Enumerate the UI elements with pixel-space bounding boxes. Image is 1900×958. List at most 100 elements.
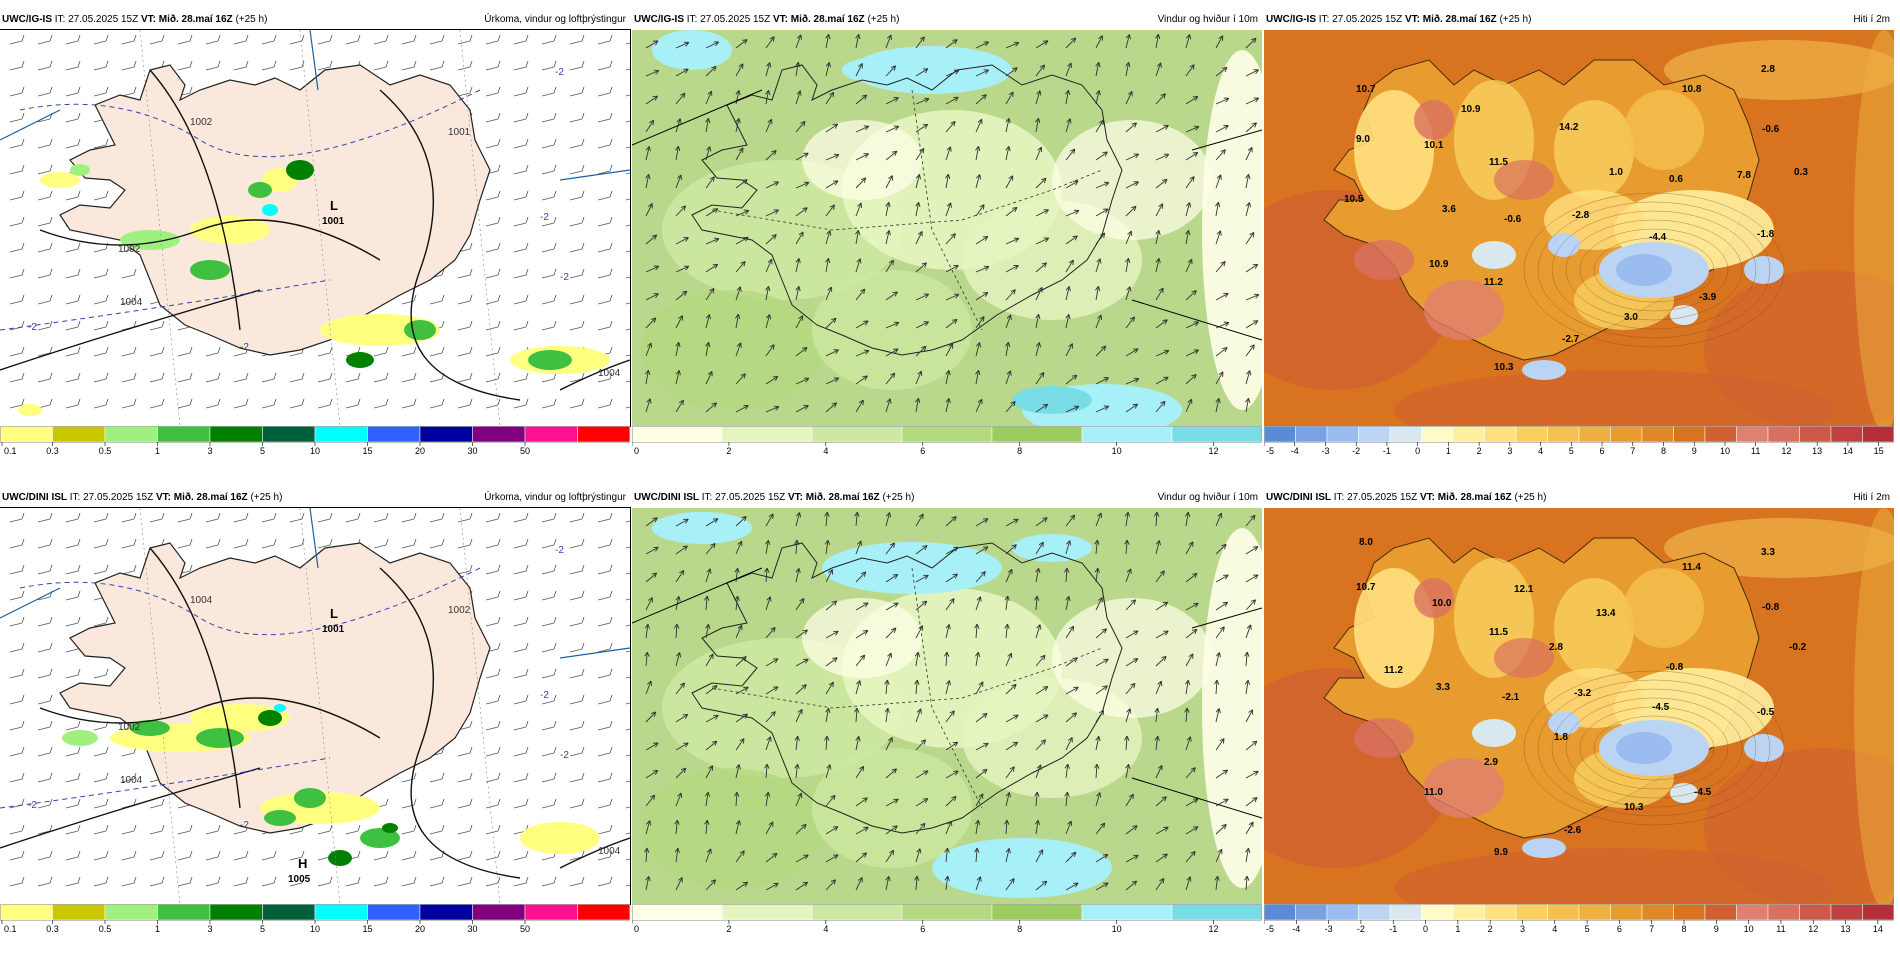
temperature-label: -0.8 [1666, 662, 1684, 673]
colorbar-tick-label: 5 [260, 924, 265, 934]
isobar-label: 1002 [190, 117, 213, 128]
colorbar-tick-label: 12 [1781, 446, 1791, 456]
colorbar-swatch [158, 426, 211, 442]
isobar-label: 1004 [598, 846, 621, 857]
isotherm-label: -2 [555, 67, 564, 78]
temperature-label: 13.4 [1596, 608, 1616, 619]
temperature-label: -1.8 [1757, 229, 1775, 240]
temperature-label: 3.6 [1442, 204, 1456, 215]
colorbar-tick-label: 14 [1843, 446, 1853, 456]
colorbar-tick-label: 50 [520, 924, 530, 934]
colorbar-swatch [1768, 426, 1800, 442]
colorbar-swatch [1082, 904, 1172, 920]
temperature-label: 10.0 [1432, 598, 1452, 609]
colorbar-swatch [1642, 426, 1674, 442]
isobar-label: 1002 [118, 244, 141, 255]
temperature-label: -2.1 [1502, 692, 1520, 703]
colorbar-tick-label: -2 [1357, 924, 1365, 934]
low-pressure-value: 1001 [322, 624, 345, 635]
colorbar-tick-label: 9 [1714, 924, 1719, 934]
map-panel-precip: UWC/IG-IS IT: 27.05.2025 15Z VT: Mið. 28… [0, 10, 630, 480]
colorbar-tick-label: 20 [415, 924, 425, 934]
colorbar-tick-label: 0.1 [4, 924, 17, 934]
product-title: Hiti í 2m [1853, 10, 1890, 30]
colorbar-swatch [812, 904, 902, 920]
temperature-label: 1.8 [1554, 732, 1568, 743]
temperature-label: 7.8 [1737, 170, 1751, 181]
colorbar-tick-label: 5 [260, 446, 265, 456]
lead-time: (+25 h) [867, 14, 899, 25]
colorbar-tick-label: 2 [726, 924, 731, 934]
temperature-label: 9.0 [1356, 134, 1370, 145]
map-panel-precip: UWC/DINI ISL IT: 27.05.2025 15Z VT: Mið.… [0, 488, 630, 958]
colorbar-swatch [53, 904, 106, 920]
low-pressure-mark: L [330, 198, 338, 213]
valid-time: VT: Mið. 28.maí 16Z [156, 492, 248, 503]
colorbar-tick-label: 8 [1017, 924, 1022, 934]
colorbar-tick-label: 13 [1812, 446, 1822, 456]
colorbar-tick-label: 8 [1017, 446, 1022, 456]
low-pressure-value: 1001 [322, 216, 345, 227]
map-canvas [632, 508, 1262, 904]
colorbar-swatch [1705, 426, 1737, 442]
init-time: IT: 27.05.2025 15Z [55, 14, 138, 25]
lead-time: (+25 h) [1514, 492, 1546, 503]
colorbar-swatch [812, 426, 902, 442]
product-title: Úrkoma, vindur og loftþrýstingur [484, 488, 626, 508]
isobar-label: 1004 [120, 297, 143, 308]
colorbar-tick-label: 9 [1692, 446, 1697, 456]
colorbar-swatch [525, 904, 578, 920]
temperature-label: 10.5 [1344, 194, 1364, 205]
colorbar-tick-label: 10 [1112, 924, 1122, 934]
temperature-label: 11.5 [1489, 627, 1508, 638]
product-title: Úrkoma, vindur og loftþrýstingur [484, 10, 626, 30]
map-panel-wind: UWC/DINI ISL IT: 27.05.2025 15Z VT: Mið.… [632, 488, 1262, 958]
colorbar-tick-label: 10 [310, 924, 320, 934]
colorbar-swatch [1359, 426, 1391, 442]
colorbar-swatch [0, 904, 53, 920]
colorbar-swatch [0, 426, 53, 442]
colorbar-tick-label: 11 [1776, 924, 1785, 934]
panel-header: UWC/DINI ISL IT: 27.05.2025 15Z VT: Mið.… [632, 488, 1262, 508]
init-time: IT: 27.05.2025 15Z [1334, 492, 1417, 503]
temperature-label: 11.2 [1384, 665, 1403, 676]
colorbar-swatch [158, 904, 211, 920]
colorbar-swatch [1172, 426, 1262, 442]
colorbar-swatch [1548, 904, 1580, 920]
colorbar-tick-label: 0.5 [99, 446, 112, 456]
colorbar-tick-label: 11 [1751, 446, 1760, 456]
colorbar-tick-label: -2 [1352, 446, 1360, 456]
colorbar-swatch [578, 904, 631, 920]
isobar-label: 1001 [448, 127, 471, 138]
colorbar-swatch [632, 904, 722, 920]
colorbar-swatch [1831, 426, 1863, 442]
product-title: Hiti í 2m [1853, 488, 1890, 508]
model-name: UWC/IG-IS [2, 14, 52, 25]
colorbar-tick-label: 1 [1455, 924, 1460, 934]
colorbar-tick-label: 4 [823, 924, 828, 934]
colorbar-tick-label: 15 [362, 446, 372, 456]
colorbar-swatch [1579, 426, 1611, 442]
isobar-label: 1004 [120, 775, 143, 786]
colorbar-tick-label: 0.3 [46, 924, 59, 934]
temperature-label: 11.4 [1682, 562, 1701, 573]
panel-header: UWC/IG-IS IT: 27.05.2025 15Z VT: Mið. 28… [0, 10, 630, 30]
colorbar-swatch [1422, 904, 1454, 920]
colorbar-swatch [1516, 904, 1548, 920]
temperature-label: 10.9 [1461, 104, 1481, 115]
colorbar-swatch [263, 426, 316, 442]
colorbar-tick-label: 15 [1874, 446, 1884, 456]
init-time: IT: 27.05.2025 15Z [1319, 14, 1402, 25]
temperature-label: -0.8 [1762, 602, 1780, 613]
temperature-label: -0.6 [1762, 124, 1780, 135]
temperature-label: 3.3 [1761, 547, 1775, 558]
lead-time: (+25 h) [1499, 14, 1531, 25]
colorbar-swatch [992, 426, 1082, 442]
temperature-label: 14.2 [1559, 122, 1579, 133]
colorbar-tick-label: 2 [1488, 924, 1493, 934]
valid-time: VT: Mið. 28.maí 16Z [1405, 14, 1497, 25]
isobar-label: 1004 [190, 595, 213, 606]
temperature-label: 10.3 [1624, 802, 1644, 813]
